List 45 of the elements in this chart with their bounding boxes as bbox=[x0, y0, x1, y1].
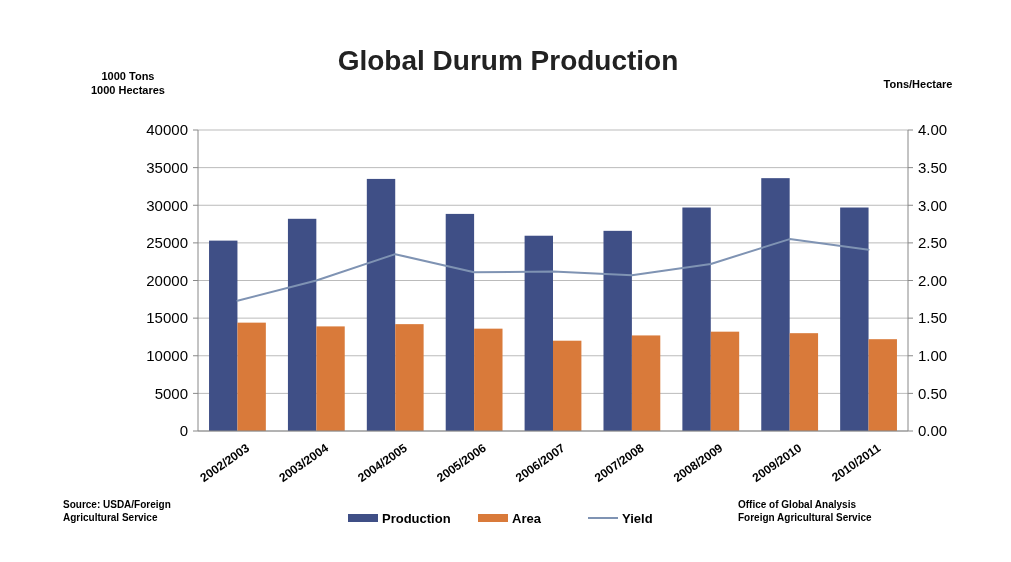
bar bbox=[474, 328, 503, 431]
y2-tick-label: 0.50 bbox=[918, 384, 948, 402]
bar bbox=[445, 213, 475, 431]
bar bbox=[868, 339, 897, 431]
bar bbox=[631, 335, 661, 431]
bar bbox=[789, 333, 819, 431]
y2-tick-label: 1.00 bbox=[918, 347, 948, 364]
bar bbox=[316, 326, 345, 431]
bar bbox=[524, 235, 553, 431]
bar bbox=[840, 207, 869, 431]
legend-label: Yield bbox=[622, 510, 653, 526]
bar bbox=[682, 207, 711, 431]
y2-tick-label: 2.50 bbox=[918, 234, 948, 252]
y2-tick-label: 3.50 bbox=[918, 158, 948, 176]
y2-tick-label: 2.00 bbox=[918, 271, 948, 289]
legend-label: Area bbox=[512, 510, 542, 526]
bar bbox=[395, 324, 424, 431]
y2-tick-label: 3.00 bbox=[918, 196, 948, 214]
legend-label: Production bbox=[382, 510, 451, 526]
chart-title: Global Durum Production bbox=[337, 45, 679, 76]
bar bbox=[710, 331, 740, 431]
bar bbox=[366, 178, 396, 431]
y-tick-label: 15000 bbox=[146, 309, 188, 327]
text: Office of Global Analysis Foreign Agricultural Service bbox=[738, 499, 872, 523]
y-tick-label: 10000 bbox=[146, 347, 188, 364]
source-note: Source: USDA/Foreign Agricultural Service bbox=[63, 499, 171, 523]
y2-tick-label: 1.50 bbox=[918, 309, 948, 327]
bar bbox=[209, 240, 238, 431]
bar bbox=[553, 340, 582, 431]
y-tick-label: 20000 bbox=[146, 271, 188, 289]
y2-tick-label: 4.00 bbox=[918, 121, 948, 139]
y-tick-label: 5000 bbox=[154, 384, 188, 402]
y-axis-title: 1000 Tons 1000 Hectares bbox=[90, 70, 166, 96]
bar bbox=[761, 178, 790, 431]
bar bbox=[287, 218, 317, 431]
line-series bbox=[236, 238, 870, 302]
y-tick-label: 30000 bbox=[146, 196, 188, 214]
bar bbox=[237, 322, 266, 431]
y-tick-label: 40000 bbox=[146, 121, 188, 139]
y2-tick-label: 0.00 bbox=[918, 422, 948, 440]
y-tick-label: 0 bbox=[179, 422, 188, 440]
bar bbox=[603, 230, 632, 431]
y2-axis-title: Tons/Hectare bbox=[883, 78, 953, 90]
y-tick-label: 25000 bbox=[146, 234, 188, 252]
y-tick-label: 35000 bbox=[146, 158, 188, 176]
